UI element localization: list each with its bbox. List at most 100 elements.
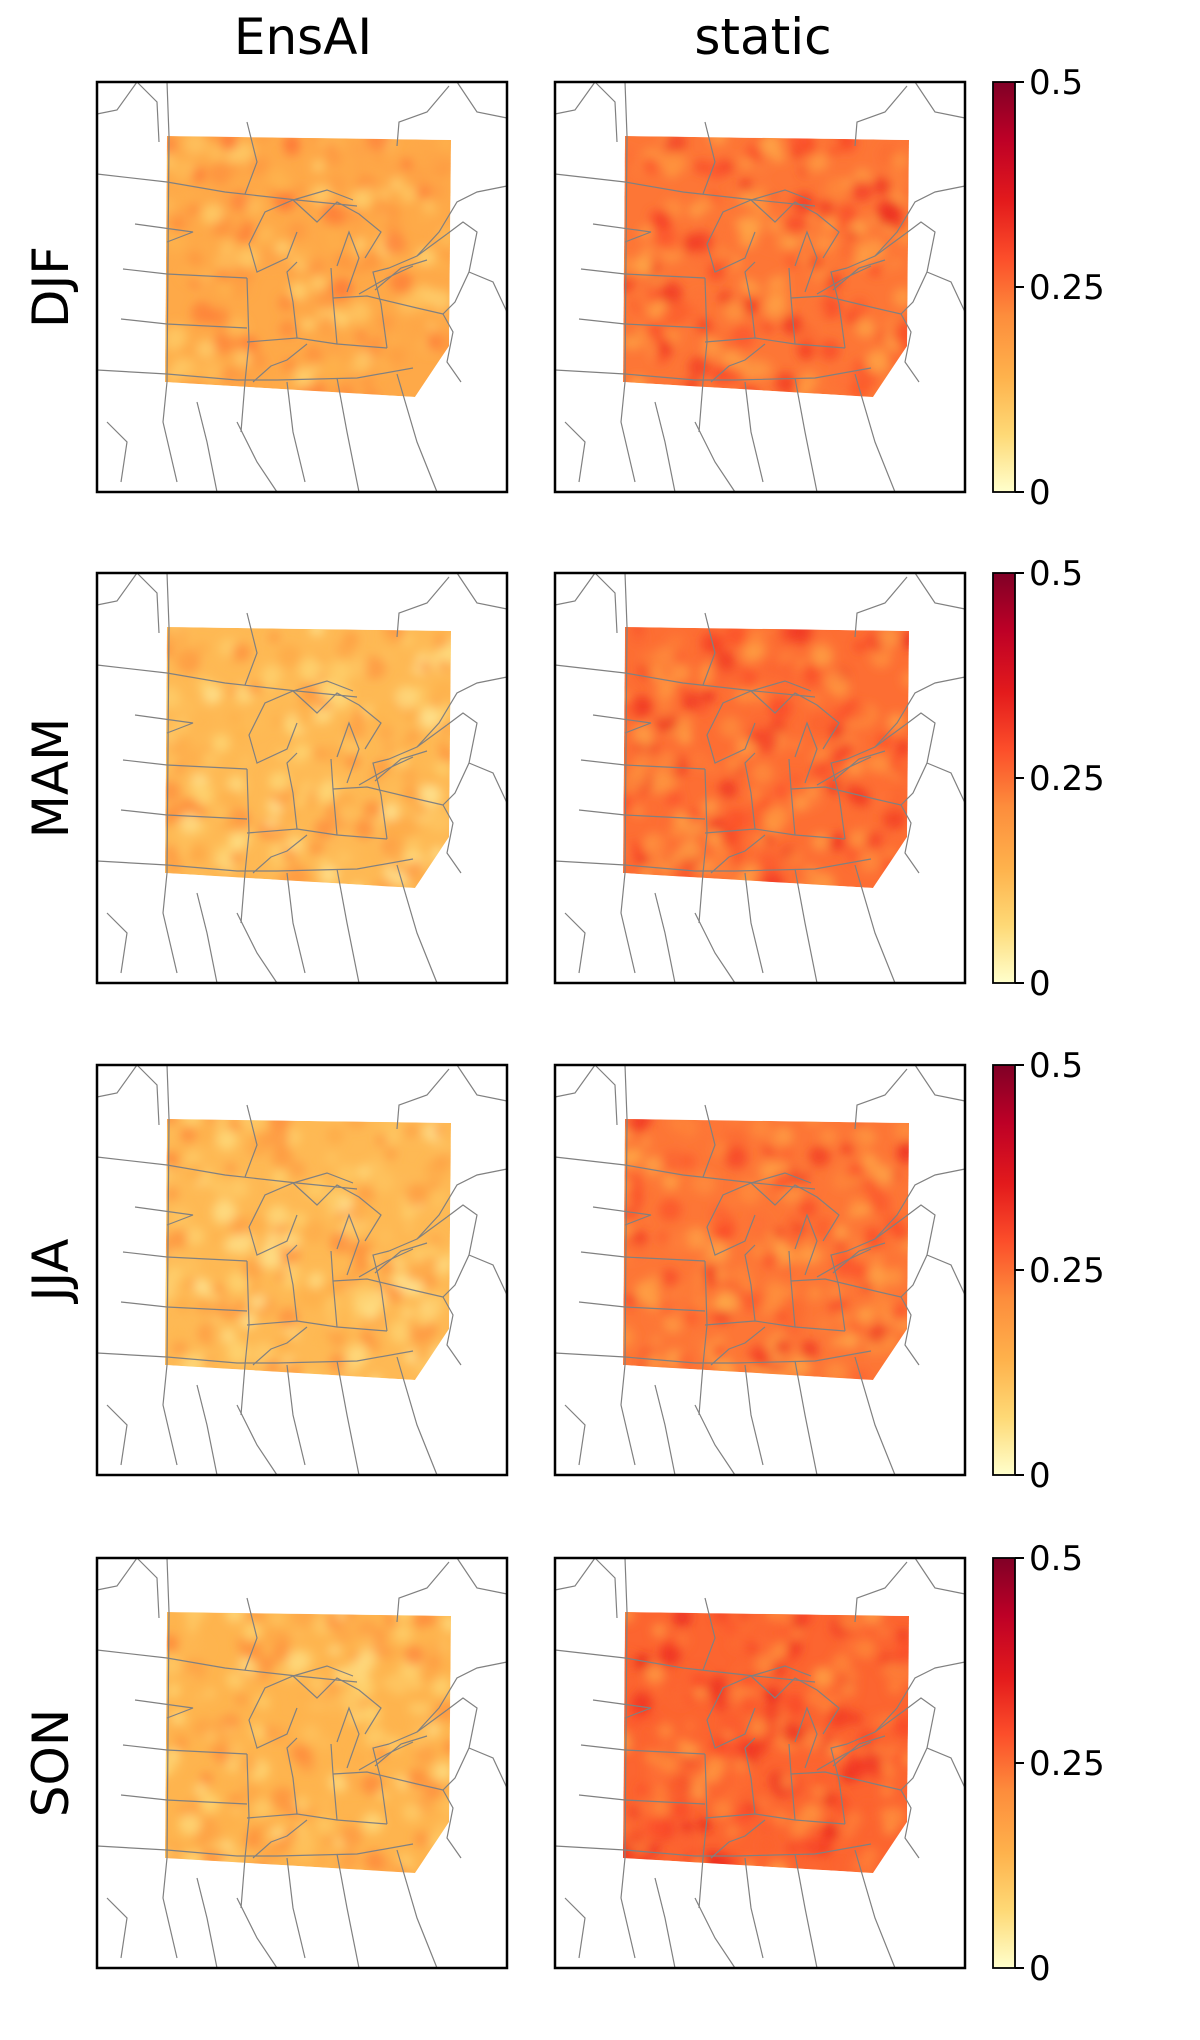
state-border — [96, 858, 414, 872]
state-border — [624, 81, 628, 383]
state-border — [358, 1741, 414, 1771]
panel-frame — [553, 1063, 967, 1477]
state-border — [96, 173, 358, 207]
colorbar-gradient — [992, 81, 1016, 493]
state-border — [654, 401, 676, 493]
state-border — [874, 185, 966, 257]
state-border — [710, 1326, 766, 1366]
state-border — [790, 1278, 902, 1298]
state-border — [166, 572, 170, 874]
row-label-son: SON — [22, 1709, 80, 1818]
state-border — [286, 1364, 306, 1466]
state-border — [96, 664, 358, 698]
state-border — [816, 265, 872, 295]
state-border — [554, 1350, 872, 1364]
state-border — [442, 804, 462, 874]
map-panel-mam-static — [553, 571, 967, 985]
state-border — [554, 1156, 816, 1190]
state-border — [914, 81, 966, 119]
state-border — [336, 377, 360, 493]
state-border — [914, 1557, 966, 1595]
state-border — [106, 1897, 128, 1959]
state-border — [96, 1843, 414, 1857]
map-panel-jja-ensai — [95, 1063, 509, 1477]
state-border — [900, 804, 920, 874]
row-label-djf: DJF — [22, 246, 80, 328]
state-border — [816, 756, 872, 786]
state-border — [620, 381, 636, 483]
state-border — [620, 1364, 636, 1466]
state-border — [704, 828, 846, 840]
colorbar-tick-label: 0.25 — [1029, 1251, 1105, 1291]
state-border — [106, 912, 128, 974]
state-border — [292, 680, 354, 692]
state-border — [136, 81, 160, 143]
state-border — [246, 337, 388, 349]
state-border — [246, 1320, 388, 1332]
state-border — [252, 1326, 308, 1366]
state-border — [554, 1064, 596, 1098]
state-border — [624, 1557, 628, 1859]
state-border — [246, 1813, 388, 1825]
state-border — [554, 173, 816, 207]
state-border — [196, 1877, 218, 1969]
state-border — [790, 1771, 902, 1791]
state-border — [442, 1204, 478, 1298]
colorbar-gradient — [992, 1064, 1016, 1476]
state-border — [564, 1404, 586, 1466]
state-border — [162, 381, 178, 483]
state-border — [926, 762, 966, 804]
state-border — [914, 572, 966, 610]
state-border — [926, 271, 966, 313]
state-border — [286, 261, 298, 339]
state-border — [374, 1735, 428, 1767]
state-border — [564, 421, 586, 483]
state-border — [750, 680, 812, 692]
state-border — [854, 864, 896, 984]
state-border — [236, 1897, 278, 1969]
state-border — [704, 1813, 846, 1825]
state-border — [162, 872, 178, 974]
state-border — [816, 1741, 872, 1771]
state-border — [580, 759, 706, 770]
state-border — [744, 1857, 764, 1959]
state-border — [854, 1849, 896, 1969]
state-border — [396, 1068, 450, 1130]
panel-frame — [553, 1556, 967, 1970]
colorbar-jja: 0 0.25 0.5 — [992, 1046, 1105, 1496]
map-panel-djf-ensai — [95, 80, 509, 494]
state-border — [240, 277, 250, 433]
colorbar-tick-label: 0.25 — [1029, 1744, 1105, 1784]
map-panel-son-static — [553, 1556, 967, 1970]
state-border — [710, 1819, 766, 1859]
state-border — [252, 834, 308, 874]
state-border — [96, 367, 414, 381]
state-border — [794, 1213, 818, 1276]
state-border — [122, 268, 248, 279]
map-panel-mam-ensai — [95, 571, 509, 985]
colorbar-tick-label: 0.5 — [1029, 63, 1083, 103]
state-border — [252, 1819, 308, 1859]
state-border — [794, 1360, 818, 1476]
state-border — [900, 712, 936, 806]
state-border — [286, 381, 306, 483]
colorbar-mam: 0 0.25 0.5 — [992, 554, 1105, 1004]
state-border — [286, 872, 306, 974]
state-border — [580, 1251, 706, 1262]
state-border — [654, 1384, 676, 1476]
state-border — [162, 1857, 178, 1959]
state-border — [874, 676, 966, 748]
state-border — [396, 85, 450, 147]
map-panel-son-ensai — [95, 1556, 509, 1970]
state-border — [456, 572, 508, 610]
state-border — [790, 786, 902, 806]
state-border — [744, 872, 764, 974]
state-border — [456, 81, 508, 119]
state-border — [594, 572, 618, 634]
state-border — [854, 1356, 896, 1476]
state-border — [416, 1168, 508, 1240]
state-border — [358, 756, 414, 786]
panel-frame — [95, 80, 509, 494]
state-border — [594, 81, 618, 143]
state-border — [136, 572, 160, 634]
